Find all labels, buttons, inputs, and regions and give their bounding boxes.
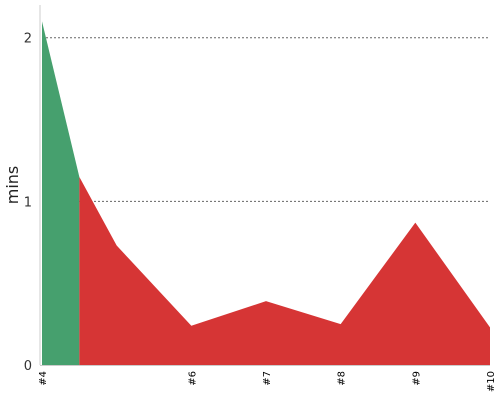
area-segment-green <box>42 21 80 365</box>
y-tick-labels: 0 1 2 <box>24 32 32 374</box>
y-tick-label: 1 <box>24 195 32 210</box>
y-tick-label: 2 <box>24 32 32 47</box>
axis-layer <box>39 5 490 366</box>
x-tick-label: #7 <box>262 371 273 386</box>
grid-layer <box>42 37 490 202</box>
x-tick-labels: #4 #6 #7 #8 #9 #10 <box>38 371 497 392</box>
x-tick-label: #10 <box>486 371 497 392</box>
x-tick-label: #9 <box>411 371 422 386</box>
x-tick-label: #6 <box>187 371 198 386</box>
y-tick-label: 0 <box>24 359 32 374</box>
area-layer <box>42 21 490 365</box>
y-axis-label: mins <box>3 166 22 205</box>
x-tick-label: #4 <box>38 371 49 386</box>
area-segment-red <box>79 176 490 365</box>
x-tick-label: #8 <box>337 371 348 386</box>
